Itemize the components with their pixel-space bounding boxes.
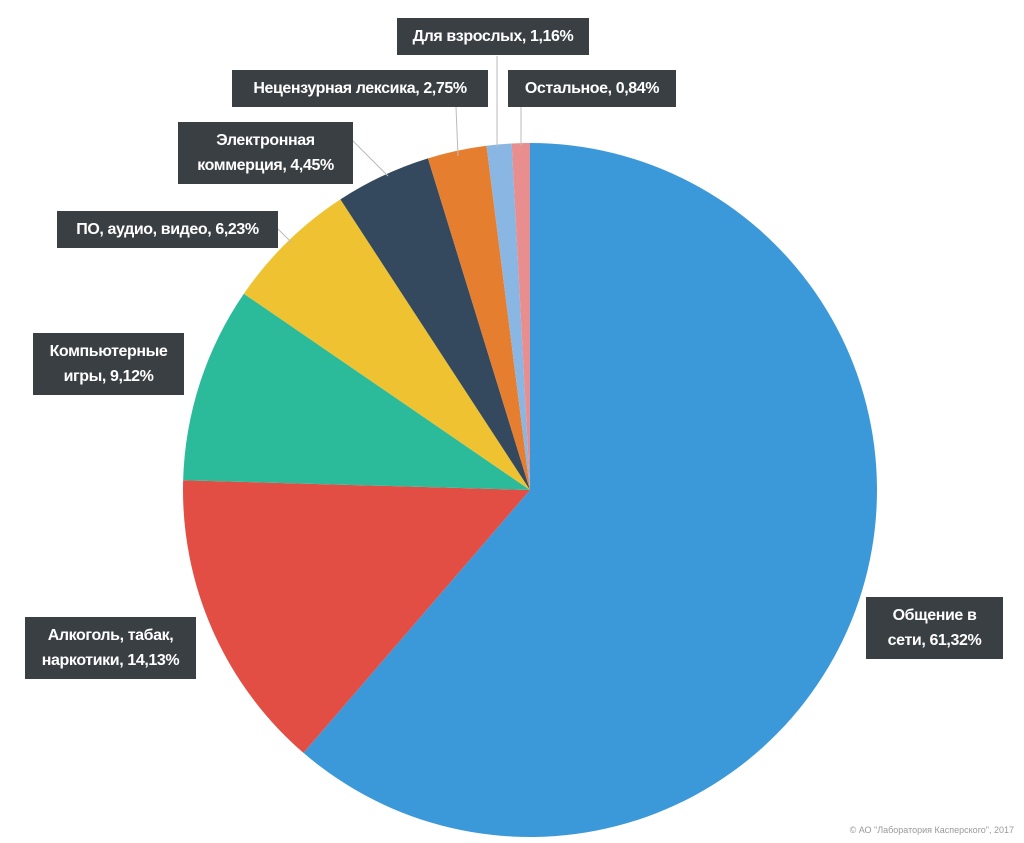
label-value: 9,12% <box>110 368 154 385</box>
pie-slice <box>303 143 878 837</box>
leader-line <box>351 139 389 177</box>
leader-line <box>276 227 293 244</box>
data-label: Общение в сети, 61,32% <box>866 597 1003 659</box>
copyright: © АО "Лаборатория Касперского", 2017 <box>849 825 1014 835</box>
label-name: Остальное, <box>524 80 612 97</box>
label-value: 14,13% <box>127 652 180 669</box>
leader-line <box>455 106 459 157</box>
label-value: 0,84% <box>615 80 660 97</box>
label-value: 1,16% <box>530 28 574 45</box>
label-name: Алкоголь, табак, наркотики, <box>41 627 174 669</box>
data-label: ПО, аудио, видео, 6,23% <box>57 211 278 248</box>
pie-slice <box>486 143 530 490</box>
pie-slice <box>243 199 531 490</box>
label-name: ПО, аудио, видео, <box>76 221 212 238</box>
pie-slice <box>511 143 530 490</box>
data-label: Нецензурная лексика, 2,75% <box>232 70 488 107</box>
label-value: 61,32% <box>929 632 982 649</box>
data-label: Электронная коммерция, 4,45% <box>178 122 353 184</box>
data-label: Для взрослых, 1,16% <box>397 18 589 55</box>
pie-slice <box>340 158 530 490</box>
pie-slice <box>183 293 531 490</box>
data-label: Алкоголь, табак, наркотики, 14,13% <box>25 617 196 679</box>
label-value: 6,23% <box>215 221 259 238</box>
pie-slice <box>427 145 530 490</box>
label-name: Для взрослых, <box>412 28 527 45</box>
label-value: 2,75% <box>423 80 467 97</box>
data-label: Остальное, 0,84% <box>508 70 676 107</box>
label-name: Компьютерные игры, <box>49 343 168 385</box>
label-name: Нецензурная лексика, <box>253 80 420 97</box>
label-name: Общение в сети, <box>887 607 977 649</box>
label-value: 4,45% <box>290 157 334 174</box>
data-label: Компьютерные игры, 9,12% <box>33 333 184 395</box>
pie-slice <box>183 480 530 753</box>
label-name: Электронная коммерция, <box>197 132 315 174</box>
